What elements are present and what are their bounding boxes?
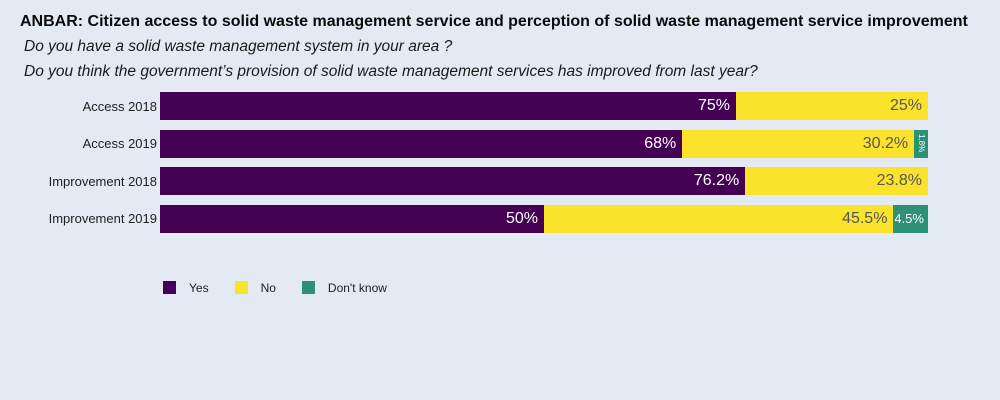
value-label: 76.2% [693,172,740,189]
bar-segment-no: 30.2% [682,129,915,158]
category-label: Access 2018 [82,98,157,114]
legend-label: Don't know [327,280,387,295]
legend-swatch-yes [163,281,176,294]
bar-track: 75% 25% [160,92,928,120]
bar-segment-don-t-know: 4.5% [893,204,928,233]
bar-segment-no: 25% [736,92,928,120]
category-label: Improvement 2018 [48,173,157,189]
category-label: Access 2019 [82,136,157,151]
value-label: 68% [644,134,677,152]
chart-subtitle-2: Do you think the government’s provision … [24,63,758,80]
bar-segment-yes: 68% [160,129,683,158]
value-label: 4.5% [894,211,924,226]
value-label: 50% [505,209,538,227]
bar-segment-yes: 75% [160,92,736,120]
value-label: 1.8% [917,134,927,153]
bar-segment-yes: 76.2% [160,167,746,195]
legend-item-yes: Yes [163,281,209,295]
value-label: 23.8% [876,172,922,189]
chart-legend: Yes No Don't know [163,281,1000,295]
bar-row-access-2019: Access 2019 68% 30.2% 1.8% [0,129,1000,158]
legend-item-no: No [234,280,276,295]
legend-label: Yes [189,280,209,295]
category-label: Improvement 2019 [48,211,157,226]
legend-swatch-don-t-know [301,281,315,294]
bar-segment-no: 45.5% [544,204,894,233]
value-label: 45.5% [842,209,888,227]
chart-title: ANBAR: Citizen access to solid waste man… [20,13,968,30]
bar-row-improvement-2019: Improvement 2019 50% 45.5% 4.5% [0,204,1000,233]
chart-header: ANBAR: Citizen access to solid waste man… [0,0,1000,84]
value-label: 25% [889,97,922,114]
stacked-bar-chart: Access 2018 75% 25% Access 2019 68% 30.2% 1.8%… [0,92,1000,233]
legend-label: No [260,280,276,295]
bar-track: 68% 30.2% 1.8% [160,129,928,158]
bar-segment-yes: 50% [160,204,544,233]
value-label: 30.2% [862,134,909,152]
legend-swatch-no [234,281,248,294]
bar-track: 76.2% 23.8% [160,167,928,195]
chart-subtitle-1: Do you have a solid waste management sys… [24,38,453,55]
bar-row-access-2018: Access 2018 75% 25% [0,92,1000,120]
bar-segment-no: 23.8% [745,167,928,195]
bar-segment-don-t-know: 1.8% [914,129,928,158]
bar-row-improvement-2018: Improvement 2018 76.2% 23.8% [0,167,1000,195]
bar-track: 50% 45.5% 4.5% [160,204,928,233]
value-label: 75% [697,97,730,114]
legend-item-don-t-know: Don't know [301,280,387,295]
